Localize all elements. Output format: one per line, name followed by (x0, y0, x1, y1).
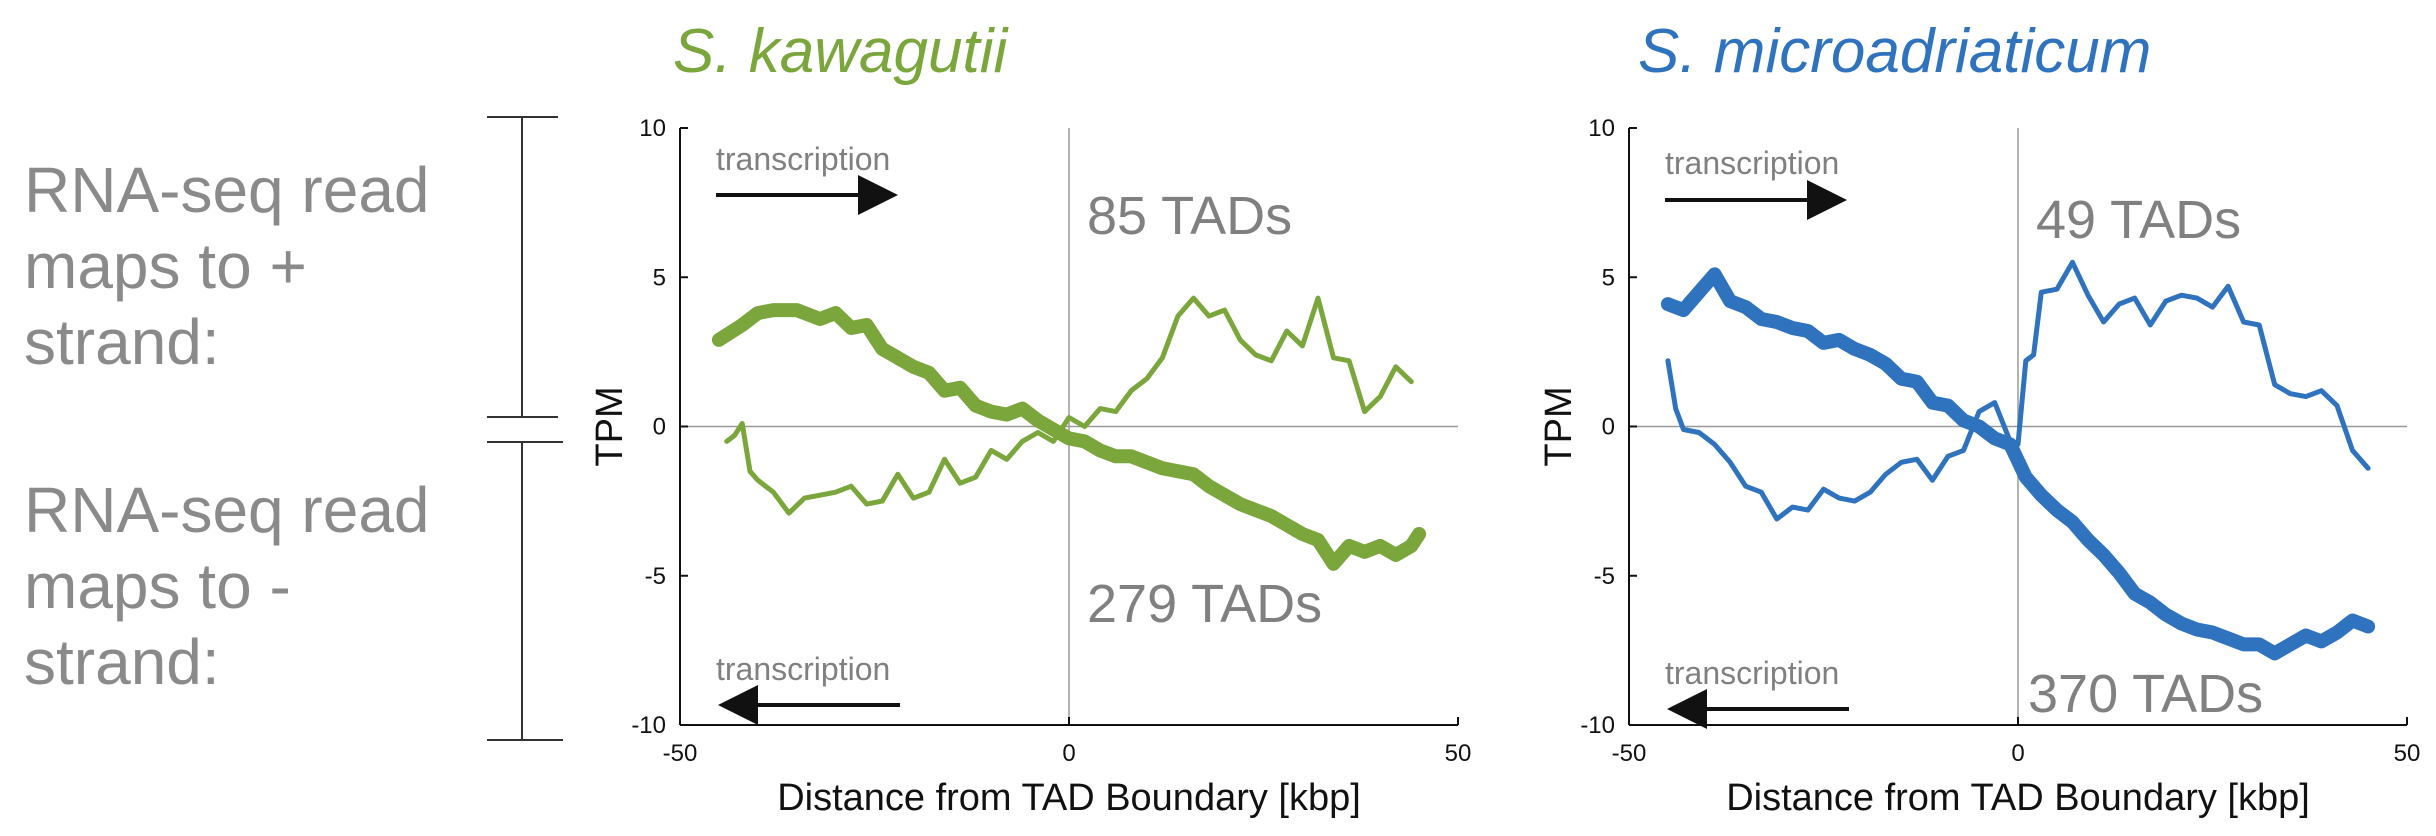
minus-tad-count: 279 TADs (1087, 574, 1322, 634)
x-axis-label: Distance from TAD Boundary [kbp] (1726, 777, 2310, 819)
y-tick-label: 5 (653, 264, 666, 291)
chart-title: S. microadriaticum (1638, 17, 2151, 86)
y-tick-label: -10 (631, 712, 666, 739)
y-tick-label: 10 (639, 115, 666, 142)
minus-label-line-2: maps to - (24, 550, 291, 622)
plus-label-line-2: maps to + (24, 230, 307, 302)
series-line-minus-strand (1665, 259, 2371, 522)
x-tick-label: 0 (2011, 740, 2024, 767)
y-tick-label: -5 (645, 563, 666, 590)
plus-label-line-1: RNA-seq read (24, 154, 430, 226)
y-tick-label: -10 (1580, 712, 1615, 739)
x-tick-label: 0 (1062, 740, 1075, 767)
minus-bracket (487, 441, 563, 741)
y-tick-label: 5 (1602, 264, 1615, 291)
x-tick-label: 50 (1445, 740, 1472, 767)
plus-tad-count: 49 TADs (2036, 190, 2241, 250)
plus-label-line-3: strand: (24, 306, 220, 378)
series-line-plus-strand (1660, 267, 2376, 661)
x-tick-label: -50 (1612, 740, 1647, 767)
series-line-minus-strand (724, 295, 1414, 516)
transcription-label-top: transcription (716, 141, 890, 177)
y-tick-label: 10 (1588, 115, 1615, 142)
y-tick-label: -5 (1594, 563, 1615, 590)
left-strand-labels: RNA-seq read maps to + strand: RNA-seq r… (24, 116, 563, 741)
y-axis-label: TPM (1538, 386, 1580, 466)
minus-tad-count: 370 TADs (2028, 664, 2263, 724)
chart-title: S. kawagutii (673, 17, 1010, 86)
y-axis-label: TPM (589, 386, 631, 466)
transcription-label-top: transcription (1665, 145, 1839, 181)
y-tick-label: 0 (1602, 414, 1615, 441)
minus-label-line-3: strand: (24, 626, 220, 698)
series-line-plus-strand (711, 303, 1427, 571)
transcription-label-bottom: transcription (716, 651, 890, 687)
plus-tad-count: 85 TADs (1087, 186, 1292, 246)
transcription-label-bottom: transcription (1665, 655, 1839, 691)
x-tick-label: -50 (663, 740, 698, 767)
plus-bracket (487, 116, 558, 418)
x-axis-label: Distance from TAD Boundary [kbp] (777, 777, 1361, 819)
y-tick-label: 0 (653, 414, 666, 441)
minus-label-line-1: RNA-seq read (24, 474, 430, 546)
x-tick-label: 50 (2394, 740, 2421, 767)
